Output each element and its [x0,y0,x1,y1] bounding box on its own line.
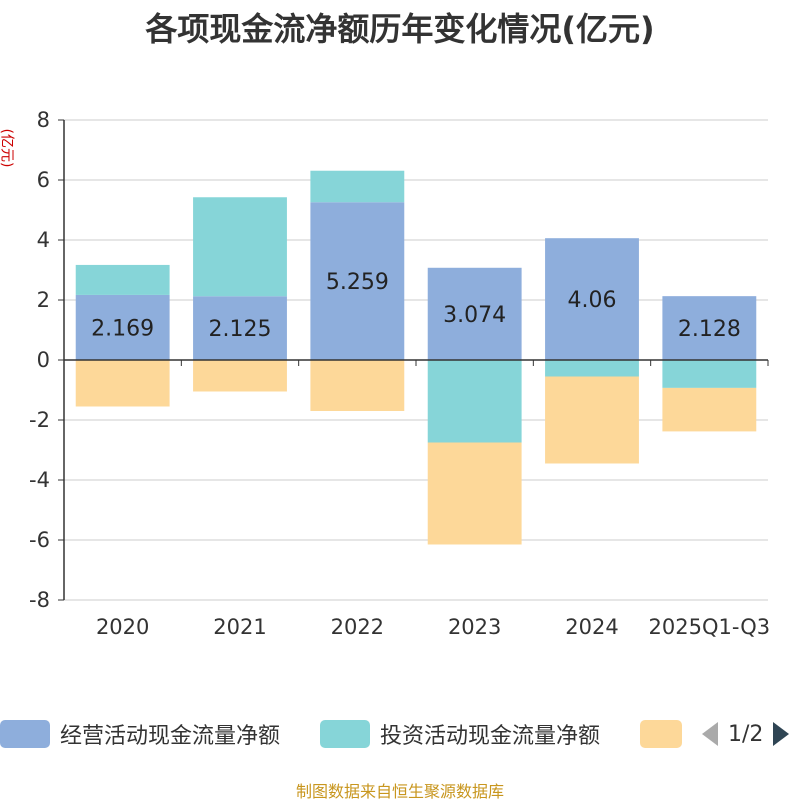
legend-page-indicator: 1/2 [728,721,764,747]
triangle-right-icon[interactable] [771,720,791,748]
bar-operating [662,296,757,360]
x-tick-label: 2020 [96,615,149,639]
bar-operating [193,296,287,360]
bar-investing [427,360,522,443]
y-tick-label: -6 [29,528,50,552]
bar-financing [193,360,287,392]
bar-operating [75,294,170,360]
chart-title: 各项现金流净额历年变化情况(亿元) [145,10,655,48]
x-tick-label: 2021 [213,615,266,639]
bar-financing [75,360,170,407]
legend: 经营活动现金流量净额 投资活动现金流量净额 [0,716,800,752]
legend-swatch-financing [640,720,682,748]
bar-financing [427,442,522,545]
axes: 8 6 4 2 0 -2 -4 -6 -8 2020 2021 2022 2023 2024 2025Q1-… [29,108,770,639]
bar-investing [662,360,757,388]
legend-item-investing[interactable]: 投资活动现金流量净额 [320,716,600,752]
legend-swatch-investing [320,720,370,748]
legend-pager: 1/2 [700,716,791,752]
y-tick-label: 8 [37,108,50,132]
bar-operating [310,202,405,360]
y-tick-label: -8 [29,588,50,612]
data-labels: 2.169 2.125 5.259 3.074 4.06 2.128 [91,270,741,342]
legend-label-operating: 经营活动现金流量净额 [60,724,281,749]
bar-investing [545,360,639,377]
data-label: 5.259 [326,270,389,295]
data-label: 2.125 [209,317,272,342]
x-tick-label: 2024 [565,615,618,639]
legend-item-financing[interactable] [640,716,692,752]
chart-canvas: 8 6 4 2 0 -2 -4 -6 -8 2020 2021 2022 2023 2024 2025Q1-… [29,108,770,639]
x-tick-label: 2023 [448,615,501,639]
y-tick-label: 0 [37,348,50,372]
bar-investing [75,264,170,295]
bar-financing [310,360,405,411]
data-label: 2.128 [678,317,741,342]
source-note: 制图数据来自恒生聚源数据库 [295,782,504,801]
data-label: 2.169 [91,316,154,341]
bars [75,170,757,545]
bar-operating [427,267,522,360]
bar-investing [310,170,405,203]
triangle-left-icon[interactable] [700,720,720,748]
bar-financing [545,376,639,464]
data-label: 4.06 [568,288,617,313]
y-tick-label: 4 [37,228,50,252]
legend-swatch-operating [0,720,50,748]
bar-investing [193,197,287,297]
legend-label-investing: 投资活动现金流量净额 [380,724,601,749]
x-tick-label: 2025Q1-Q3 [649,615,771,639]
bar-operating [545,238,639,360]
y-tick-label: 6 [37,168,50,192]
legend-item-operating[interactable]: 经营活动现金流量净额 [0,716,280,752]
bar-financing [662,387,757,432]
x-tick-label: 2022 [331,615,384,639]
data-label: 3.074 [443,303,506,328]
y-tick-label: -2 [29,408,50,432]
y-tick-label: 2 [37,288,50,312]
grid-lines [64,119,768,601]
y-tick-label: -4 [29,468,50,492]
